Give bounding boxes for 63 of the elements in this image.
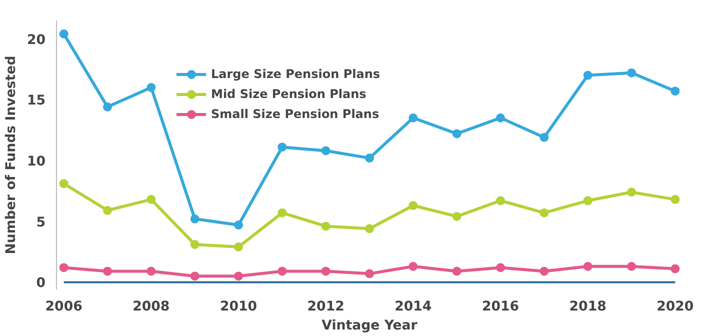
point — [627, 262, 636, 271]
point — [234, 220, 243, 230]
point — [321, 146, 330, 156]
y-tick-label: 20 — [26, 32, 46, 48]
point — [670, 86, 680, 96]
point — [627, 68, 636, 78]
point — [496, 263, 505, 272]
y-axis-title: Number of Funds Invested — [4, 56, 19, 254]
point — [234, 272, 243, 281]
point — [234, 242, 243, 252]
point — [190, 214, 200, 224]
x-tick-label: 2010 — [220, 300, 258, 314]
point — [365, 269, 374, 278]
point — [59, 29, 68, 38]
point — [321, 222, 330, 231]
x-tick-label: 2014 — [394, 300, 432, 314]
point — [670, 194, 680, 204]
point — [452, 266, 462, 276]
legend-label: Mid Size Pension Plans — [211, 87, 366, 101]
y-tick-label: 5 — [36, 215, 46, 230]
point — [146, 194, 156, 204]
point — [496, 196, 505, 206]
y-tick-label: 0 — [36, 276, 46, 292]
point — [408, 262, 418, 271]
x-tick-label: 2008 — [132, 300, 170, 314]
point — [583, 70, 592, 80]
point — [365, 154, 374, 163]
x-axis-title: Vintage Year — [322, 318, 418, 334]
x-tick-label: 2016 — [482, 300, 520, 314]
point — [103, 206, 112, 215]
point — [190, 240, 200, 249]
point — [540, 266, 549, 276]
point — [452, 129, 462, 138]
point — [59, 263, 68, 272]
point — [190, 272, 200, 281]
x-tick-label: 2020 — [656, 300, 694, 314]
point — [583, 262, 592, 271]
point — [670, 264, 680, 274]
point — [146, 82, 156, 92]
point — [540, 132, 549, 142]
point — [408, 113, 418, 122]
y-tick-label: 15 — [26, 94, 46, 109]
point — [583, 196, 592, 206]
legend-label: Small Size Pension Plans — [211, 107, 380, 121]
point — [103, 266, 112, 276]
point — [278, 266, 287, 276]
point — [278, 142, 287, 152]
legend-label: Large Size Pension Plans — [211, 67, 380, 81]
point — [540, 208, 549, 218]
point — [321, 266, 330, 276]
point — [496, 113, 505, 122]
point — [408, 201, 418, 210]
point — [365, 224, 374, 234]
y-tick-label: 10 — [26, 154, 46, 170]
point — [59, 179, 68, 188]
point — [103, 102, 112, 112]
point — [627, 188, 636, 197]
x-tick-label: 2012 — [307, 300, 344, 314]
point — [452, 212, 462, 221]
point — [146, 266, 156, 276]
x-tick-label: 2018 — [569, 300, 606, 314]
point — [278, 208, 287, 218]
x-tick-label: 2006 — [45, 300, 82, 314]
